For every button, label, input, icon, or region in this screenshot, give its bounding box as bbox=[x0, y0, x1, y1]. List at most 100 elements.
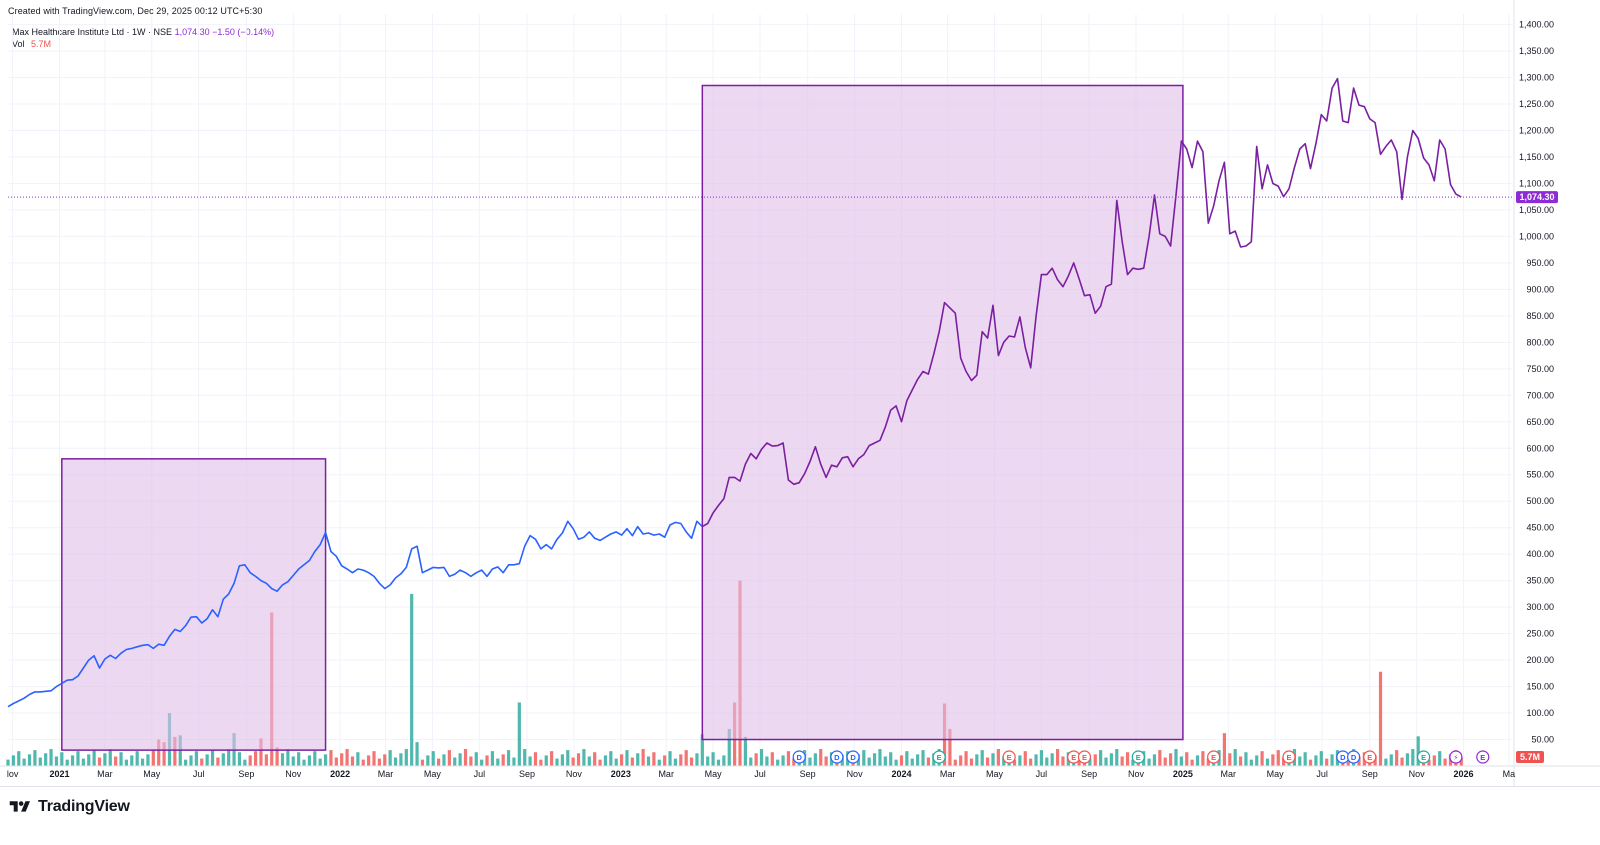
volume-bar bbox=[679, 754, 683, 766]
volume-bar bbox=[275, 747, 279, 766]
axis-value-labels: 1,074.30 5.7M bbox=[1516, 191, 1558, 763]
volume-bar bbox=[372, 751, 376, 766]
tradingview-brand[interactable]: TradingView bbox=[8, 798, 130, 816]
x-tick-label: May bbox=[424, 769, 442, 779]
volume-bar bbox=[485, 755, 489, 766]
price-lines bbox=[7, 77, 1512, 708]
volume-bar bbox=[162, 742, 166, 766]
volume-bar bbox=[1255, 755, 1259, 766]
volume-bar bbox=[38, 757, 42, 766]
event-marker-icon[interactable] bbox=[1363, 750, 1377, 764]
highlight-rectangle[interactable] bbox=[701, 84, 1184, 741]
volume-bar bbox=[1045, 757, 1049, 766]
volume-bar bbox=[54, 756, 59, 766]
last-volume-badge-text: 5.7M bbox=[1520, 752, 1540, 762]
event-marker-icon[interactable] bbox=[846, 750, 860, 764]
volume-bar bbox=[1125, 752, 1130, 766]
volume-bar bbox=[22, 758, 26, 766]
volume-bar bbox=[367, 755, 371, 766]
volume-bar bbox=[593, 752, 597, 766]
volume-bar bbox=[1029, 758, 1033, 766]
volume-bar bbox=[458, 753, 462, 766]
y-tick-label: 850.00 bbox=[1526, 311, 1554, 321]
volume-bar bbox=[1271, 754, 1275, 766]
volume-bar bbox=[103, 753, 107, 766]
volume-bar bbox=[910, 758, 914, 766]
price-chart[interactable]: 50.00 100.00 150.00 200.00 250.00 300.00 350.0… bbox=[0, 0, 1600, 786]
x-tick-label: Mar bbox=[97, 769, 113, 779]
price-line-series bbox=[701, 77, 1462, 528]
volume-bar bbox=[334, 757, 338, 766]
event-marker-icon[interactable] bbox=[1077, 750, 1092, 764]
volume-bar bbox=[700, 734, 704, 766]
y-tick-label: 300.00 bbox=[1526, 602, 1554, 612]
volume-bar bbox=[1039, 750, 1044, 766]
volume-bar bbox=[754, 753, 758, 766]
volume-bar bbox=[345, 749, 349, 766]
event-marker-icon[interactable] bbox=[1347, 750, 1361, 764]
volume-bar bbox=[770, 752, 774, 766]
x-tick-label: Nov bbox=[847, 769, 864, 779]
y-tick-label: 950.00 bbox=[1526, 258, 1554, 268]
event-marker-glyph: E bbox=[1007, 753, 1012, 762]
volume-bar bbox=[221, 753, 225, 766]
volume-bar bbox=[318, 758, 322, 766]
volume-bar bbox=[216, 757, 220, 766]
event-marker-icon[interactable] bbox=[932, 750, 946, 764]
event-markers[interactable]: D D D E E E E E E E D D E E ⚡ E bbox=[792, 750, 1490, 764]
volume-bar bbox=[894, 759, 898, 766]
event-marker-icon[interactable] bbox=[1476, 750, 1490, 764]
volume-bar bbox=[582, 749, 586, 766]
volume-bar bbox=[883, 756, 887, 766]
event-marker-glyph: E bbox=[1480, 753, 1485, 762]
volume-bar bbox=[926, 757, 930, 766]
volume-bar bbox=[1282, 757, 1286, 766]
y-axis[interactable]: 50.00 100.00 150.00 200.00 250.00 300.00 350.0… bbox=[1513, 0, 1554, 786]
volume-bar bbox=[6, 759, 10, 766]
event-marker-icon[interactable] bbox=[1449, 750, 1463, 764]
y-tick-label: 700.00 bbox=[1526, 390, 1554, 400]
event-marker-icon[interactable] bbox=[1131, 750, 1145, 764]
volume-bar bbox=[426, 755, 430, 766]
volume-bar bbox=[598, 759, 602, 766]
symbol-label: Max Healthcare Institute Ltd · 1W · NSE bbox=[12, 27, 173, 37]
volume-bar bbox=[1238, 756, 1243, 766]
highlight-boxes[interactable] bbox=[61, 84, 1184, 751]
volume-bar bbox=[1018, 755, 1022, 766]
x-tick-label: May bbox=[1267, 769, 1285, 779]
volume-bar bbox=[1169, 753, 1173, 766]
y-tick-label: 400.00 bbox=[1526, 549, 1554, 559]
volume-bar bbox=[706, 756, 710, 766]
volume-bar bbox=[792, 758, 796, 766]
y-tick-label: 650.00 bbox=[1526, 417, 1554, 427]
volume-bar bbox=[980, 750, 984, 766]
volume-bar bbox=[716, 759, 721, 766]
volume-bar bbox=[97, 757, 102, 766]
volume-bar bbox=[550, 751, 554, 766]
volume-bar bbox=[668, 751, 672, 766]
volume-bar bbox=[431, 751, 435, 766]
volume-bar bbox=[663, 755, 667, 766]
volume-bar bbox=[1034, 754, 1038, 766]
highlight-rectangle[interactable] bbox=[61, 458, 327, 751]
volume-bar bbox=[248, 755, 252, 766]
x-tick-label: Nov bbox=[1409, 769, 1426, 779]
volume-bar bbox=[60, 752, 64, 766]
volume-bar bbox=[689, 757, 694, 766]
y-tick-label: 1,150.00 bbox=[1519, 152, 1554, 162]
tradingview-wordmark: TradingView bbox=[38, 798, 130, 815]
volume-bar bbox=[1163, 757, 1167, 766]
event-marker-icon[interactable] bbox=[1002, 750, 1016, 764]
symbol-legend-row: Max Healthcare Institute Ltd · 1W · NSE … bbox=[12, 26, 274, 38]
event-marker-icon[interactable] bbox=[1207, 750, 1221, 764]
x-tick-label: Ma bbox=[1503, 769, 1516, 779]
event-marker-icon[interactable] bbox=[1416, 750, 1431, 764]
volume-bar bbox=[1438, 751, 1442, 766]
event-marker-icon[interactable] bbox=[1282, 750, 1296, 764]
y-tick-label: 350.00 bbox=[1526, 576, 1554, 586]
event-marker-icon[interactable] bbox=[830, 750, 844, 764]
x-axis[interactable]: lov 2021 Mar May Jul Sep Nov 2022 Mar May Jul Sep No… bbox=[0, 765, 1600, 779]
volume-bar bbox=[566, 750, 570, 766]
volume-bar bbox=[786, 751, 791, 766]
event-marker-icon[interactable] bbox=[792, 750, 806, 764]
